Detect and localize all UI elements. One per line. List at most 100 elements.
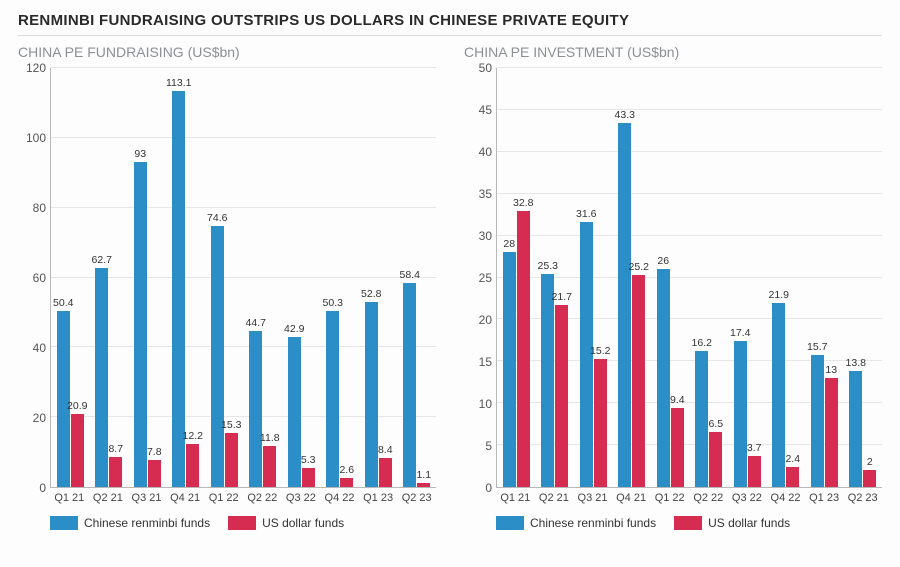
bar: 32.8 [517,211,530,487]
bar: 16.2 [695,351,708,487]
bar-value-label: 15.2 [590,345,610,357]
page-title: RENMINBI FUNDRAISING OUTSTRIPS US DOLLAR… [18,12,882,36]
legend-item-usd: US dollar funds [228,516,344,530]
bar: 50.4 [57,311,70,487]
bar-group: 74.615.3 [211,226,238,487]
bar: 58.4 [403,283,416,487]
bar: 15.7 [811,355,824,487]
x-tick-label: Q2 21 [539,492,569,504]
bar-value-label: 9.4 [670,394,685,406]
bar-value-label: 13.8 [846,357,866,369]
bar: 5.3 [302,468,315,487]
bar: 13.8 [849,371,862,487]
x-tick-label: Q4 21 [616,492,646,504]
bar-group: 44.711.8 [249,331,276,487]
bar-value-label: 15.7 [807,341,827,353]
gridline [51,67,436,68]
legend-label: Chinese renminbi funds [530,516,656,530]
bar: 26 [657,269,670,487]
x-tick-label: Q2 21 [93,492,123,504]
bar-group: 17.43.7 [734,341,761,487]
swatch-rmb [50,516,78,530]
bar-value-label: 2 [867,456,873,468]
bar-group: 113.112.2 [172,91,199,487]
bar: 28 [503,252,516,487]
bar: 6.5 [709,432,722,487]
bar-value-label: 25.3 [538,260,558,272]
bar-group: 25.321.7 [541,274,568,487]
bar-value-label: 6.5 [708,418,723,430]
x-tick-label: Q2 23 [402,492,432,504]
bar: 21.7 [555,305,568,487]
bar-value-label: 12.2 [183,430,203,442]
bar-group: 43.325.2 [618,123,645,487]
bar-group: 21.92.4 [772,303,799,487]
x-tick-label: Q1 21 [54,492,84,504]
bar-value-label: 93 [134,148,146,160]
bar-group: 31.615.2 [580,222,607,487]
bar-group: 16.26.5 [695,351,722,487]
x-tick-label: Q3 21 [132,492,162,504]
legend: Chinese renminbi funds US dollar funds [496,516,882,530]
bar-value-label: 21.9 [769,289,789,301]
y-tick-label: 20 [479,313,492,327]
bar-group: 58.41.1 [403,283,430,487]
bar-group: 50.420.9 [57,311,84,487]
y-tick-label: 15 [479,355,492,369]
bar: 25.3 [541,274,554,487]
y-axis: 05101520253035404550 [464,68,496,488]
bar-value-label: 3.7 [747,442,762,454]
bar-value-label: 13 [825,364,837,376]
bar: 17.4 [734,341,747,487]
y-tick-label: 45 [479,103,492,117]
bar-value-label: 2.4 [785,453,800,465]
bar: 20.9 [71,414,84,487]
bar-value-label: 8.4 [378,444,393,456]
bar-value-label: 74.6 [207,212,227,224]
x-tick-label: Q1 21 [500,492,530,504]
bar-value-label: 113.1 [166,77,192,89]
bar-group: 269.4 [657,269,684,487]
legend-item-usd: US dollar funds [674,516,790,530]
bar: 2.4 [786,467,799,487]
y-tick-label: 40 [33,341,46,355]
bar: 43.3 [618,123,631,487]
gridline [51,137,436,138]
bar: 74.6 [211,226,224,487]
bar-value-label: 42.9 [284,323,304,335]
bar-value-label: 15.3 [221,419,241,431]
bar: 44.7 [249,331,262,487]
bar-value-label: 7.8 [147,446,162,458]
bar-value-label: 21.7 [552,291,572,303]
swatch-usd [674,516,702,530]
bar-group: 2832.8 [503,211,530,487]
plot-container: 020406080100120 50.420.962.78.7937.8113.… [18,68,436,488]
bar: 15.3 [225,433,238,487]
bar: 7.8 [148,460,161,487]
bar-group: 937.8 [134,162,161,488]
bar: 8.7 [109,457,122,487]
charts-row: CHINA PE FUNDRAISING (US$bn) 02040608010… [18,44,882,530]
x-tick-label: Q3 21 [578,492,608,504]
y-tick-label: 5 [485,439,492,453]
bar-value-label: 20.9 [67,400,87,412]
swatch-usd [228,516,256,530]
y-tick-label: 0 [485,481,492,495]
x-tick-label: Q1 22 [655,492,685,504]
legend-label: US dollar funds [262,516,344,530]
y-tick-label: 40 [479,145,492,159]
y-tick-label: 0 [39,481,46,495]
bar: 50.3 [326,311,339,487]
gridline [497,109,882,110]
bar-value-label: 17.4 [730,327,750,339]
x-tick-label: Q1 23 [363,492,393,504]
x-tick-label: Q2 22 [693,492,723,504]
bar-value-label: 52.8 [361,288,381,300]
bar: 21.9 [772,303,785,487]
x-tick-label: Q3 22 [286,492,316,504]
gridline [51,207,436,208]
x-tick-label: Q4 22 [325,492,355,504]
chart-investment: CHINA PE INVESTMENT (US$bn) 051015202530… [464,44,882,530]
bar-value-label: 11.8 [260,432,280,444]
bar: 2.6 [340,478,353,487]
